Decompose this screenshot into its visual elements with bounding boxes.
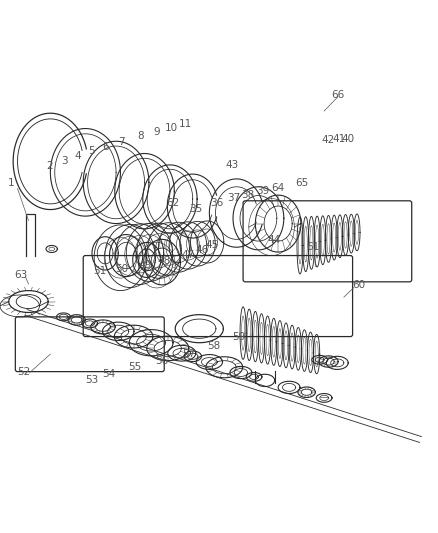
- Text: 55: 55: [128, 362, 141, 372]
- Text: 39: 39: [256, 186, 269, 196]
- Text: 44: 44: [267, 235, 280, 245]
- Text: 5: 5: [88, 146, 95, 156]
- Text: 49: 49: [139, 260, 152, 270]
- Text: 36: 36: [210, 198, 223, 208]
- Text: 40: 40: [342, 134, 355, 143]
- Text: 4: 4: [74, 151, 81, 161]
- Text: 61: 61: [307, 242, 320, 252]
- Text: 41: 41: [332, 134, 345, 144]
- Text: 35: 35: [190, 204, 203, 214]
- Text: 52: 52: [18, 367, 31, 377]
- Text: 63: 63: [14, 270, 28, 280]
- Text: 8: 8: [137, 131, 144, 141]
- Text: 53: 53: [85, 375, 99, 384]
- Text: 59: 59: [232, 333, 245, 343]
- Text: 7: 7: [118, 136, 125, 147]
- Text: 2: 2: [46, 161, 53, 171]
- Text: 45: 45: [206, 240, 219, 249]
- Text: 56: 56: [155, 356, 169, 366]
- Text: 46: 46: [196, 245, 209, 255]
- Text: 51: 51: [93, 266, 106, 276]
- Text: 47: 47: [182, 249, 195, 260]
- Text: 48: 48: [158, 256, 171, 266]
- Text: 37: 37: [227, 193, 240, 203]
- Text: 65: 65: [296, 178, 309, 188]
- Text: 50: 50: [115, 264, 128, 273]
- Text: 60: 60: [353, 280, 366, 290]
- Text: 42: 42: [322, 135, 335, 146]
- Text: 43: 43: [226, 160, 239, 170]
- Text: 54: 54: [102, 369, 115, 379]
- Text: 38: 38: [241, 190, 254, 200]
- Text: 3: 3: [61, 156, 68, 166]
- Text: 64: 64: [272, 183, 285, 192]
- Text: 62: 62: [166, 198, 180, 208]
- Text: 11: 11: [179, 119, 192, 129]
- Text: 9: 9: [153, 127, 160, 136]
- Text: 58: 58: [207, 341, 220, 351]
- Text: 10: 10: [165, 123, 178, 133]
- Text: 6: 6: [102, 142, 110, 152]
- Text: 1: 1: [8, 178, 15, 188]
- Text: 66: 66: [332, 90, 345, 100]
- Text: 57: 57: [182, 349, 195, 359]
